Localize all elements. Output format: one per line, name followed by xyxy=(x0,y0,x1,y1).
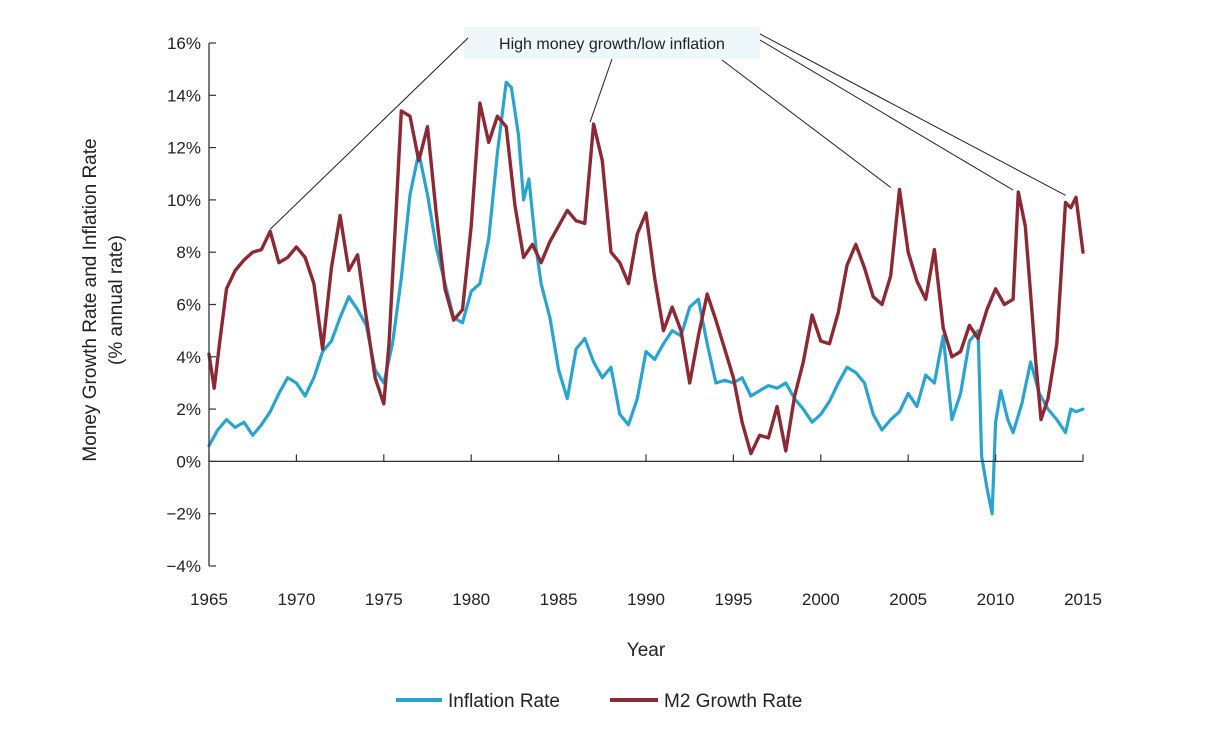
x-tick-label: 2000 xyxy=(802,590,840,609)
y-tick-label: 10% xyxy=(167,191,201,210)
y-tick-label: 4% xyxy=(176,348,201,367)
m2-growth-rate-line xyxy=(207,101,1085,456)
x-axis-title: Year xyxy=(627,640,666,661)
annotation-leader-line xyxy=(759,33,1066,196)
inflation-rate-line xyxy=(207,80,1085,516)
annotation-leader-line xyxy=(759,39,1014,191)
y-tick-label: 8% xyxy=(176,243,201,262)
y-tick-label: 0% xyxy=(176,452,201,471)
y-axis-title-line1: Money Growth Rate and Inflation Rate xyxy=(80,138,101,461)
x-tick-label: 2010 xyxy=(977,590,1015,609)
plot-lines xyxy=(207,80,1085,516)
y-tick-label: 16% xyxy=(167,34,201,53)
y-tick-label: −4% xyxy=(167,557,202,576)
axis-titles: Year Money Growth Rate and Inflation Rat… xyxy=(80,138,666,661)
legend-label-m2: M2 Growth Rate xyxy=(664,691,802,712)
axes: −4% −2% 0% 2% 4% 6% 8% 10% 12% 14% 16% 1965 1970 1975… xyxy=(167,34,1102,609)
legend-label-inflation: Inflation Rate xyxy=(448,691,560,712)
y-tick-label: −2% xyxy=(167,505,202,524)
x-tick-label: 2015 xyxy=(1064,590,1102,609)
x-tick-label: 1975 xyxy=(365,590,403,609)
x-tick-label: 1990 xyxy=(627,590,665,609)
y-tick-label: 6% xyxy=(176,296,201,315)
x-tick-label: 1995 xyxy=(714,590,752,609)
legend: Inflation Rate M2 Growth Rate xyxy=(396,691,802,712)
annotation-leader-line xyxy=(269,37,469,230)
y-tick-label: 2% xyxy=(176,400,201,419)
x-tick-label: 1965 xyxy=(190,590,228,609)
y-axis-title-line2: (% annual rate) xyxy=(106,235,127,365)
annotation-label: High money growth/low inflation xyxy=(499,36,725,53)
annotation-leader-line xyxy=(589,58,613,123)
x-tick-label: 1970 xyxy=(277,590,315,609)
x-tick-label: 1985 xyxy=(540,590,578,609)
annotation-box xyxy=(464,27,760,59)
x-tick-label: 1980 xyxy=(452,590,490,609)
x-tick-label: 2005 xyxy=(889,590,927,609)
annotation-leader-line xyxy=(721,59,892,188)
annotation: High money growth/low inflation xyxy=(269,27,1066,230)
y-tick-label: 12% xyxy=(167,139,201,158)
y-tick-label: 14% xyxy=(167,86,201,105)
